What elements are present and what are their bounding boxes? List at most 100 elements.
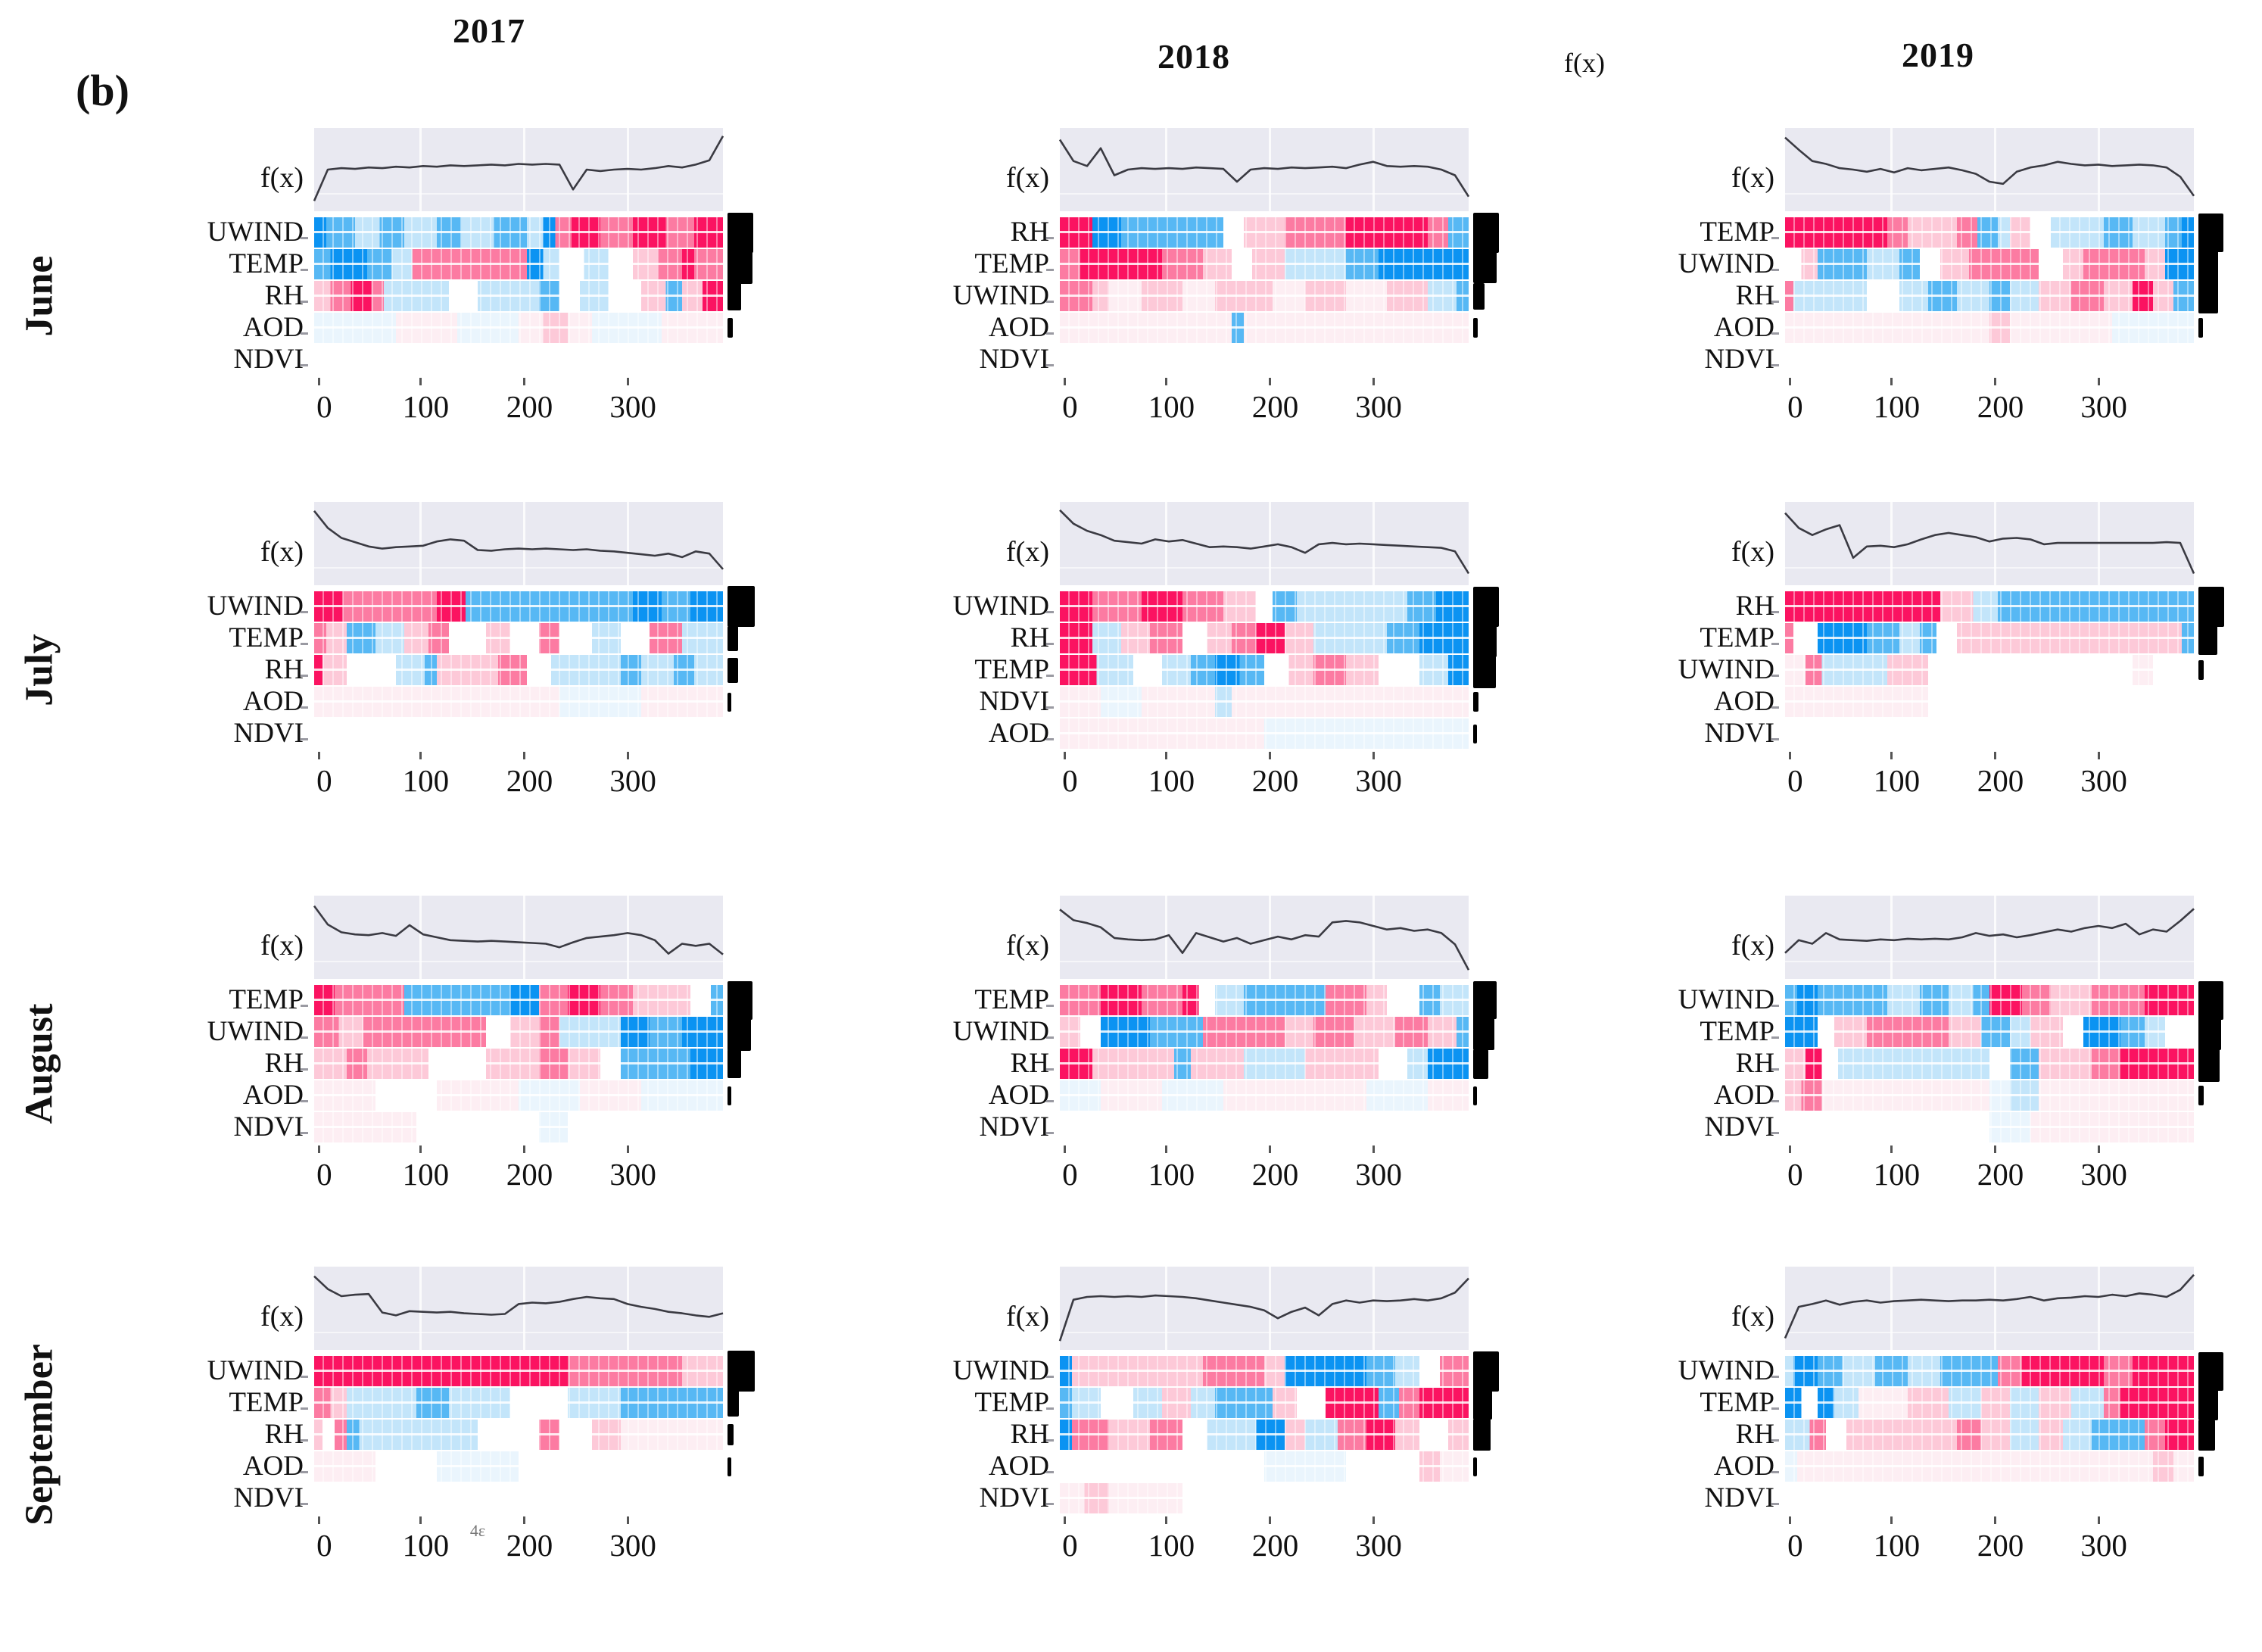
importance-bar-rh xyxy=(728,657,738,683)
importance-bar-rh xyxy=(1473,1419,1491,1451)
x-axis-tick xyxy=(523,1516,526,1524)
x-axis-label-300: 300 xyxy=(2080,1157,2127,1192)
heatmap-row-rh xyxy=(1785,281,2194,311)
row-tick-dash xyxy=(301,675,308,677)
importance-bar-rh xyxy=(2198,1419,2215,1451)
row-tick-dash xyxy=(1046,269,1054,271)
panel-august-2018: f(x) TEMP UWIND RH AOD NDVI 0 100 200 300 xyxy=(901,896,1522,1195)
x-axis-tick xyxy=(523,752,526,759)
feature-label-temp: TEMP xyxy=(974,984,1049,1015)
fx-line xyxy=(313,510,724,570)
panel-june-2018: f(x) RH TEMP UWIND AOD NDVI 0 100 200 300 xyxy=(901,128,1522,428)
feature-label-rh: RH xyxy=(1010,1419,1049,1450)
row-midline xyxy=(1060,295,1469,297)
fx-gridline-h xyxy=(1060,960,1469,962)
feature-label-aod: AOD xyxy=(988,718,1049,749)
row-midline xyxy=(314,1030,723,1033)
importance-bar-aod xyxy=(728,1457,731,1476)
row-midline xyxy=(1060,1062,1469,1064)
axis-artifact: 4ε xyxy=(469,1521,486,1540)
row-midline xyxy=(1060,1370,1469,1372)
row-midline xyxy=(1785,1401,2194,1404)
feature-label-uwind: UWIND xyxy=(952,1355,1049,1386)
fx-gridline-v xyxy=(1994,896,1997,979)
x-axis-tick xyxy=(1064,1145,1067,1153)
panel-september-2019: f(x) UWIND TEMP RH AOD NDVI 0 100 200 300 xyxy=(1626,1267,2247,1566)
importance-bar-rh xyxy=(2198,586,2224,627)
feature-label-rh: RH xyxy=(264,654,304,685)
row-midline xyxy=(314,1126,723,1128)
x-axis-tick xyxy=(1890,752,1893,759)
row-label-august: August xyxy=(17,1003,61,1124)
row-tick-dash xyxy=(301,706,308,709)
row-tick-dash xyxy=(301,1439,308,1442)
heatmap-row-temp xyxy=(314,1388,723,1418)
feature-label-rh: RH xyxy=(264,280,304,311)
heatmap-row-aod xyxy=(1785,687,2194,717)
row-tick-dash xyxy=(301,301,308,303)
fx-axis-label: f(x) xyxy=(1006,162,1049,194)
row-tick-dash xyxy=(1771,332,1779,335)
row-tick-dash xyxy=(1046,643,1054,645)
heatmap-row-rh xyxy=(1060,623,1469,653)
importance-bar-uwind xyxy=(728,1351,755,1392)
x-axis-tick xyxy=(1165,378,1168,385)
fx-line-chart xyxy=(1058,1277,1469,1342)
importance-bar-aod xyxy=(1473,318,1478,338)
fx-line xyxy=(313,136,724,201)
importance-bar-uwind xyxy=(1473,282,1485,310)
row-midline xyxy=(1060,326,1469,329)
row-label-july: July xyxy=(17,634,61,706)
feature-label-uwind: UWIND xyxy=(207,1355,304,1386)
heatmap-row-rh xyxy=(1785,1420,2194,1450)
header-year-2018: 2018 xyxy=(1157,37,1230,76)
row-midline xyxy=(1785,1062,2194,1064)
row-tick-dash xyxy=(301,738,308,740)
fx-gridline-v xyxy=(1372,1267,1376,1350)
panel-september-2017: f(x) UWIND TEMP RH AOD NDVI 0 100 200 300 4ε xyxy=(155,1267,776,1566)
fx-line xyxy=(313,1275,724,1318)
fx-line-chart xyxy=(1784,512,2195,575)
panel-june-2019: f(x) TEMP UWIND RH AOD NDVI 0 100 200 300 xyxy=(1626,128,2247,428)
x-axis-label-200: 200 xyxy=(506,1528,553,1563)
heatmap-row-ndvi xyxy=(314,718,723,749)
fx-gridline-h xyxy=(1060,1331,1469,1333)
x-axis-tick xyxy=(1064,752,1067,759)
importance-bar-temp xyxy=(2198,213,2223,252)
fx-gridline-v xyxy=(419,128,422,211)
x-axis-label-100: 100 xyxy=(1873,389,1921,424)
fx-gridline-h xyxy=(1785,1331,2194,1333)
heatmap-row-aod xyxy=(1785,1451,2194,1482)
feature-label-uwind: UWIND xyxy=(1678,1355,1774,1386)
row-tick-dash xyxy=(1771,237,1779,239)
fx-gridline-v xyxy=(1372,896,1376,979)
fx-axis-label: f(x) xyxy=(260,162,304,194)
heatmap-row-temp xyxy=(1060,655,1469,685)
row-tick-dash xyxy=(1046,1439,1054,1442)
x-axis-tick xyxy=(318,1516,321,1524)
importance-bar-temp xyxy=(1473,981,1497,1019)
fx-gridline-v xyxy=(523,502,526,585)
feature-label-rh: RH xyxy=(1735,1048,1774,1079)
row-tick-dash xyxy=(1046,332,1054,335)
feature-label-rh: RH xyxy=(1010,217,1049,248)
panel-june-2017: f(x) UWIND TEMP RH AOD NDVI 0 100 200 300 xyxy=(155,128,776,428)
heatmap-row-ndvi xyxy=(1785,1483,2194,1513)
feature-label-aod: AOD xyxy=(242,1451,304,1482)
figure-label: (b) xyxy=(76,66,129,115)
heatmap-row-uwind xyxy=(1785,655,2194,685)
heatmap-row-aod xyxy=(1060,313,1469,343)
row-tick-dash xyxy=(1771,1036,1779,1039)
feature-label-aod: AOD xyxy=(988,312,1049,343)
x-axis-tick xyxy=(419,752,422,759)
fx-line-chart xyxy=(1059,909,1470,971)
feature-label-ndvi: NDVI xyxy=(979,1111,1049,1142)
fx-area xyxy=(1784,896,2195,979)
row-midline xyxy=(1060,1465,1469,1467)
row-midline xyxy=(314,295,723,297)
heatmap-row-uwind xyxy=(314,1356,723,1386)
importance-bar-aod xyxy=(2198,1086,2204,1105)
heatmap-row-ndvi xyxy=(314,344,723,375)
feature-label-ndvi: NDVI xyxy=(233,1111,304,1142)
x-axis-tick xyxy=(627,1516,630,1524)
